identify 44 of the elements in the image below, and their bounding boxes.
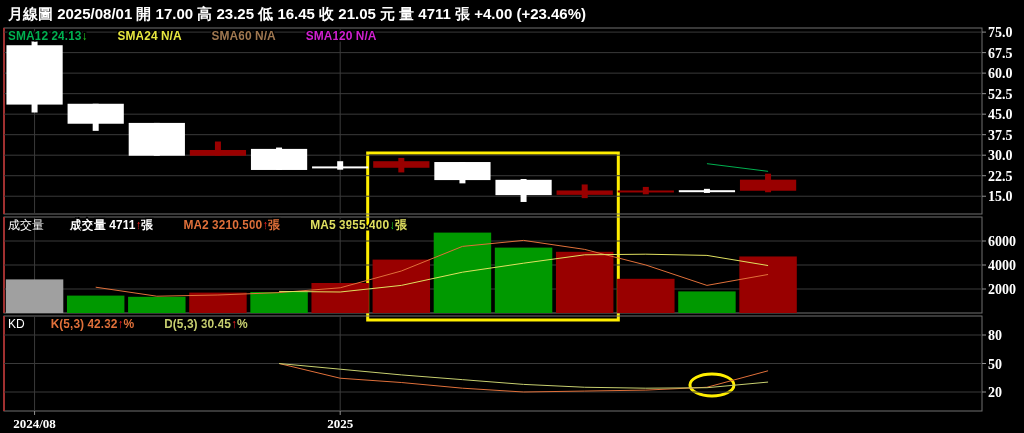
y-tick-label: 4000	[988, 258, 1016, 273]
bar	[494, 247, 553, 313]
bar	[5, 279, 64, 313]
y-tick-label: 52.5	[988, 86, 1013, 102]
y-axis-title: KD	[8, 317, 25, 331]
legend-label: SMA60 N/A	[211, 29, 277, 43]
y-tick-label: 80	[988, 328, 1002, 343]
bar	[250, 292, 308, 313]
text: SMA120 N/A	[305, 29, 377, 43]
text: MA5 3955.400↓張	[310, 218, 408, 232]
bar	[617, 278, 675, 313]
bar	[739, 256, 797, 313]
bar	[189, 292, 247, 313]
bar	[372, 259, 431, 313]
bar	[678, 291, 736, 313]
y-axis-title: 成交量	[8, 218, 44, 232]
bar	[555, 251, 614, 313]
y-tick-label: 20	[988, 385, 1002, 400]
candlestick	[739, 173, 797, 193]
bar	[433, 232, 492, 313]
bar	[311, 283, 369, 313]
legend-label: SMA24 N/A	[117, 29, 182, 43]
x-tick-label: 2024/08	[13, 416, 57, 431]
y-tick-label: 45.0	[988, 107, 1013, 123]
y-tick-label: 37.5	[988, 127, 1013, 143]
y-tick-label: 75.0	[988, 25, 1013, 41]
y-tick-label: 50	[988, 356, 1002, 372]
text: MA2 3210.500↑張	[183, 218, 281, 232]
y-tick-label: 22.5	[988, 168, 1013, 184]
line-series	[278, 253, 769, 293]
x-tick-label: 2025	[327, 416, 354, 431]
bar	[66, 295, 125, 313]
y-tick-label: 2000	[988, 282, 1016, 297]
y-tick-label: 60.0	[988, 66, 1013, 82]
y-tick-label: 67.5	[988, 45, 1013, 61]
chart-title: 月線圖 2025/08/01 開 17.00 高 23.25 低 16.45 收 21.05 元 量 4711 張 +4.00 (+23.46%)	[8, 5, 587, 22]
bar	[128, 296, 186, 313]
text: D(5,3) 30.45↑%	[164, 317, 248, 331]
y-tick-label: 6000	[988, 234, 1016, 249]
line-series	[95, 239, 769, 297]
text: SMA12 24.13↓	[8, 29, 88, 43]
text: K(5,3) 42.32↑%	[50, 317, 135, 331]
y-tick-label: 30.0	[988, 148, 1013, 164]
y-tick-label: 15.0	[988, 189, 1013, 205]
